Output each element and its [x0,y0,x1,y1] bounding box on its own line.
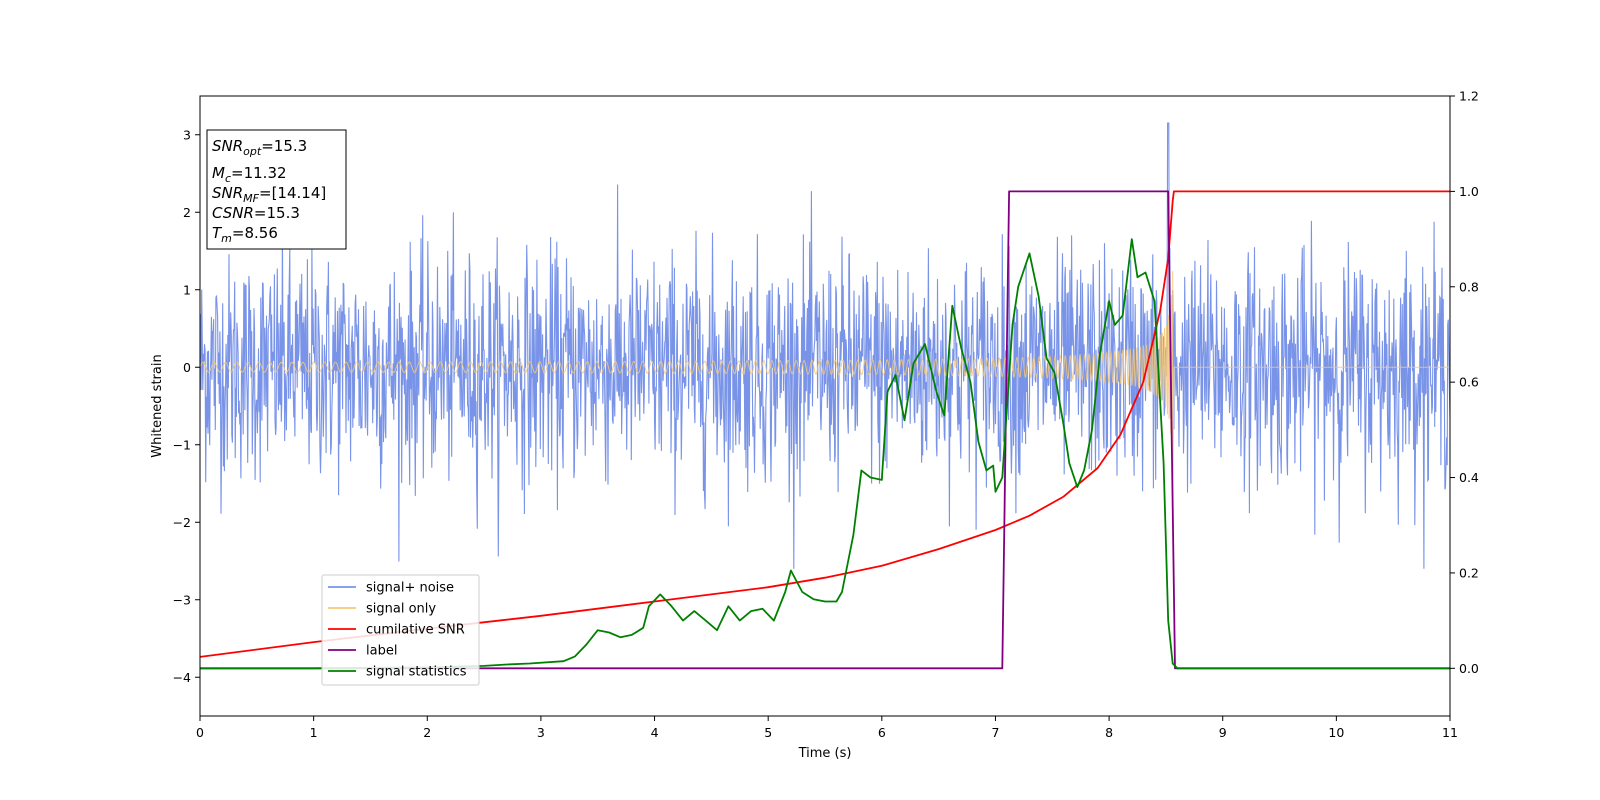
y-tick-label: 3 [183,127,191,142]
x-axis: 0 1 2 3 4 5 6 7 8 9 10 11 [196,716,1458,740]
series-layer [200,122,1450,670]
info-box-line: CSNR=15.3 [212,204,300,222]
x-tick-label: 7 [991,725,999,740]
y-tick-label: −3 [173,592,191,607]
x-tick-label: 1 [310,725,318,740]
x-tick-label: 9 [1219,725,1227,740]
y-tick-label: −2 [173,515,191,530]
y-tick-label: −1 [173,437,191,452]
info-box-line: Mc=11.32 [212,164,287,185]
y2-tick-label: 0.2 [1459,565,1479,580]
legend-label: cumilative SNR [366,623,465,638]
series-signal-noise-line [200,122,1450,569]
y2-tick-label: 1.2 [1459,89,1479,104]
y2-tick-label: 0.8 [1459,279,1479,294]
x-tick-label: 11 [1442,725,1458,740]
series-signal-only-line [200,270,1450,519]
info-box-line: Tm=8.56 [212,224,278,245]
x-tick-label: 3 [537,725,545,740]
x-tick-label: 8 [1105,725,1113,740]
y2-tick-label: 1.0 [1459,184,1479,199]
info-box: SNRopt=15.3 Mc=11.32SNRMF=[14.14]CSNR=15.… [206,129,347,250]
legend-label: label [366,644,397,659]
legend: signal+ noise signal only cumilative SNR la… [321,574,480,686]
series-cumilative-snr-line [200,190,1450,658]
legend-label: signal+ noise [366,581,454,596]
x-tick-label: 0 [196,725,204,740]
x-tick-label: 5 [764,725,772,740]
y2-tick-label: 0.6 [1459,375,1479,390]
x-tick-label: 4 [651,725,659,740]
series-signal-statistics-line [200,238,1450,670]
y-tick-label: 0 [183,360,191,375]
plot-frame [199,95,1451,717]
x-axis-label: Time (s) [798,746,852,761]
y2-tick-label: 0.4 [1459,470,1479,485]
y-axis-right: 0.0 0.2 0.4 0.6 0.8 1.0 1.2 [1450,89,1479,676]
legend-label: signal statistics [366,665,467,680]
x-tick-label: 2 [423,725,431,740]
x-tick-label: 10 [1328,725,1344,740]
y-axis-label: Whitened strain [150,354,165,457]
legend-frame [321,574,480,686]
y-tick-label: −4 [173,670,191,685]
info-box-frame [206,129,347,250]
y-tick-label: 1 [183,282,191,297]
legend-label: signal only [366,602,436,617]
y2-tick-label: 0.0 [1459,661,1479,676]
info-box-line: SNRopt=15.3 [212,137,307,158]
y-axis-left: −4 −3 −2 −1 0 1 2 3 [173,127,200,685]
info-box-line: SNRMF=[14.14] [212,184,326,205]
x-tick-label: 6 [878,725,886,740]
y-tick-label: 2 [183,205,191,220]
